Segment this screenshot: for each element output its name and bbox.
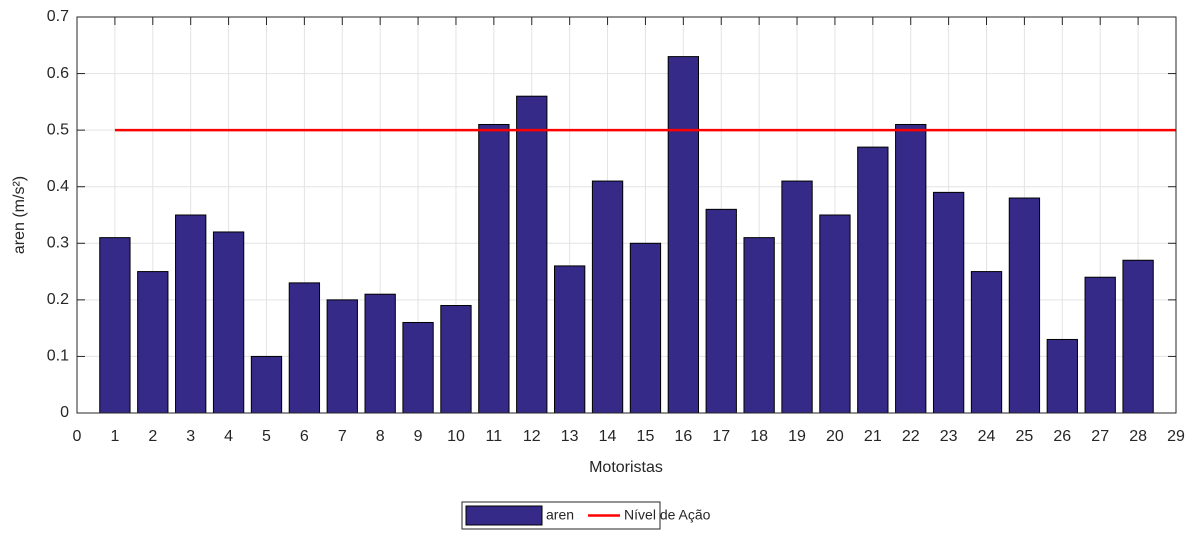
bar bbox=[895, 123, 927, 414]
x-tick-label: 17 bbox=[712, 428, 730, 445]
bar bbox=[1122, 259, 1154, 414]
bar bbox=[629, 242, 662, 414]
bar bbox=[250, 355, 283, 414]
y-tick-label: 0.6 bbox=[47, 65, 69, 82]
bar bbox=[326, 299, 358, 414]
legend-swatch bbox=[465, 505, 543, 526]
x-tick-label: 26 bbox=[1053, 428, 1071, 445]
x-tick-label: 12 bbox=[523, 428, 541, 445]
x-tick-label: 4 bbox=[224, 428, 233, 445]
x-tick-label: 9 bbox=[414, 428, 423, 445]
x-tick-label: 0 bbox=[73, 428, 82, 445]
x-tick-label: 16 bbox=[674, 428, 692, 445]
y-tick-label: 0.5 bbox=[47, 121, 69, 138]
bar bbox=[364, 293, 396, 414]
bar bbox=[212, 231, 245, 414]
x-tick-label: 28 bbox=[1129, 428, 1147, 445]
bar bbox=[175, 214, 207, 414]
x-tick-label: 21 bbox=[864, 428, 882, 445]
y-tick-label: 0 bbox=[60, 404, 69, 421]
bar bbox=[99, 237, 131, 414]
bar bbox=[478, 123, 510, 414]
bar bbox=[857, 146, 889, 414]
bar bbox=[705, 208, 737, 414]
bar bbox=[591, 180, 624, 414]
y-tick-label: 0.3 bbox=[47, 235, 69, 252]
bar bbox=[553, 265, 586, 414]
x-tick-label: 11 bbox=[486, 428, 503, 445]
x-tick-label: 6 bbox=[300, 428, 309, 445]
bar bbox=[288, 282, 321, 414]
legend-label: Nível de Ação bbox=[624, 507, 711, 523]
x-tick-label: 29 bbox=[1167, 428, 1185, 445]
bar bbox=[819, 214, 851, 414]
x-tick-label: 14 bbox=[599, 428, 617, 445]
bar bbox=[970, 271, 1003, 414]
bar bbox=[1046, 338, 1078, 414]
bar bbox=[667, 56, 700, 414]
x-tick-label: 13 bbox=[561, 428, 579, 445]
y-tick-label: 0.4 bbox=[47, 178, 69, 195]
x-tick-label: 10 bbox=[447, 428, 465, 445]
y-tick-label: 0.7 bbox=[47, 8, 69, 25]
bar bbox=[1084, 276, 1116, 414]
x-tick-label: 22 bbox=[902, 428, 920, 445]
x-tick-label: 5 bbox=[262, 428, 271, 445]
y-tick-label: 0.2 bbox=[47, 291, 69, 308]
x-tick-label: 7 bbox=[338, 428, 347, 445]
bar bbox=[137, 271, 169, 414]
x-tick-label: 19 bbox=[788, 428, 806, 445]
bar bbox=[440, 305, 472, 414]
bar bbox=[781, 180, 813, 414]
x-tick-label: 24 bbox=[978, 428, 996, 445]
bar bbox=[743, 237, 775, 414]
bar bbox=[402, 321, 434, 414]
bar bbox=[932, 191, 965, 414]
x-tick-label: 27 bbox=[1091, 428, 1109, 445]
bar bbox=[516, 95, 548, 414]
y-axis-label: aren (m/s²) bbox=[11, 176, 28, 254]
plot-frame bbox=[76, 16, 1177, 414]
x-tick-label: 18 bbox=[750, 428, 768, 445]
x-tick-label: 25 bbox=[1016, 428, 1034, 445]
x-tick-label: 20 bbox=[826, 428, 844, 445]
y-tick-label: 0.1 bbox=[47, 348, 69, 365]
x-tick-label: 15 bbox=[637, 428, 655, 445]
bar bbox=[1008, 197, 1041, 414]
x-tick-label: 3 bbox=[186, 428, 195, 445]
x-tick-label: 1 bbox=[110, 428, 119, 445]
legend-label: aren bbox=[546, 507, 574, 523]
x-tick-label: 8 bbox=[376, 428, 385, 445]
x-tick-label: 2 bbox=[148, 428, 157, 445]
x-axis-label: Motoristas bbox=[589, 459, 663, 476]
x-tick-label: 23 bbox=[940, 428, 958, 445]
